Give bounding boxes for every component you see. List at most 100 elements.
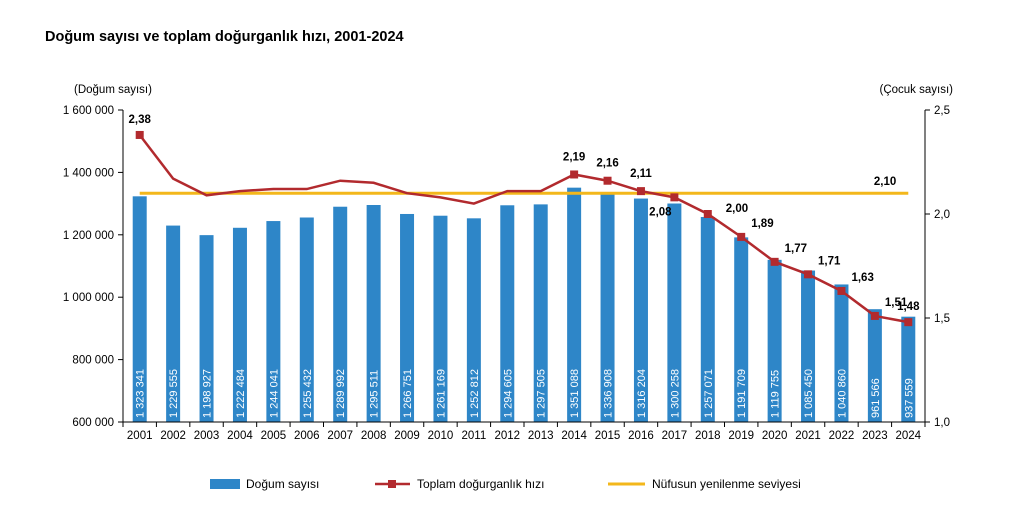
x-tick-label-2008: 2008 (361, 430, 387, 442)
x-tick-label-2019: 2019 (728, 430, 754, 442)
x-tick-label-2016: 2016 (628, 430, 654, 442)
bar-2009 (400, 213, 415, 422)
bar-label-2010: 1 261 169 (435, 369, 447, 418)
fertility-marker-2014 (570, 170, 579, 179)
bar-2020 (767, 259, 782, 422)
replacement-level-label: 2,10 (874, 176, 896, 188)
bar-label-2020: 1 119 755 (770, 370, 782, 418)
fertility-marker-2019 (737, 232, 746, 241)
bar-label-2017: 1 300 258 (669, 369, 681, 418)
bar-2022 (834, 284, 849, 422)
x-tick-label-2013: 2013 (528, 430, 554, 442)
bar-2019 (734, 237, 749, 422)
bar-label-2008: 1 295 511 (369, 370, 381, 418)
bar-2008 (366, 205, 381, 422)
bar-2011 (466, 218, 481, 422)
bar-2005 (266, 221, 281, 422)
x-tick-label-2018: 2018 (695, 430, 721, 442)
x-tick-label-2015: 2015 (595, 430, 621, 442)
bar-label-2003: 1 198 927 (202, 369, 214, 418)
x-tick-label-2014: 2014 (561, 430, 587, 442)
fertility-label-2021: 1,71 (818, 255, 841, 267)
axes-group: 600 000 800 000 1 000 000 1 200 000 1 400 00… (63, 105, 950, 442)
bar-label-2007: 1 289 992 (335, 369, 347, 418)
bar-label-2002: 1 229 555 (168, 369, 180, 418)
fertility-marker-2022 (837, 286, 846, 295)
bar-2015 (600, 192, 615, 422)
fertility-label-2001: 2,38 (129, 114, 152, 126)
x-tick-label-2002: 2002 (160, 430, 186, 442)
x-tick-label-2022: 2022 (829, 430, 855, 442)
left-tick-label: 600 000 (72, 417, 114, 429)
bar-2023 (867, 309, 882, 422)
bar-label-2024: 937 559 (903, 378, 915, 418)
bar-2013 (533, 204, 548, 422)
chart-title: Doğum sayısı ve toplam doğurganlık hızı,… (45, 29, 404, 45)
bar-2002 (166, 225, 181, 422)
bar-label-2004: 1 222 484 (235, 369, 247, 418)
bar-label-2022: 1 040 860 (836, 369, 848, 418)
bar-label-2013: 1 297 505 (536, 369, 548, 418)
bar-2016 (633, 198, 648, 422)
bar-label-2015: 1 336 908 (603, 369, 615, 418)
fertility-label-2016: 2,11 (630, 168, 652, 180)
bar-2014 (567, 187, 582, 422)
right-tick-label: 2,5 (934, 105, 950, 117)
bar-2007 (333, 206, 348, 422)
x-tick-label-2011: 2011 (462, 430, 487, 442)
fertility-marker-2018 (703, 210, 712, 218)
x-tick-label-2004: 2004 (227, 430, 253, 442)
bar-label-2005: 1 244 041 (268, 369, 280, 418)
legend-label-births: Doğum sayısı (246, 477, 319, 491)
fertility-marker-2024 (904, 318, 913, 327)
x-tick-label-2003: 2003 (194, 430, 220, 442)
bar-label-2016: 1 316 204 (636, 369, 648, 418)
x-tick-label-2007: 2007 (327, 430, 353, 442)
x-tick-label-2012: 2012 (494, 430, 520, 442)
bar-2021 (801, 270, 816, 422)
bar-label-2009: 1 266 751 (402, 369, 414, 418)
fertility-label-2017: 2,08 (649, 206, 672, 218)
bar-label-2018: 1 257 071 (703, 369, 715, 418)
legend-swatch-births (210, 479, 240, 489)
fertility-rate-group: 2,38 2,19 2,16 2,11 2,08 2,001,89 1,77 1,71 1,63… (129, 114, 920, 327)
fertility-marker-2020 (770, 257, 779, 266)
bar-label-2012: 1 294 605 (502, 369, 514, 418)
fertility-rate-line (138, 134, 909, 324)
fertility-marker-2021 (804, 270, 813, 279)
left-tick-label: 1 600 000 (63, 105, 114, 117)
right-tick-label: 2,0 (934, 209, 950, 221)
left-axis-title: (Doğum sayısı) (74, 84, 152, 96)
fertility-label-2020: 1,77 (785, 243, 807, 255)
bar-label-2011: 1 252 812 (469, 369, 481, 418)
left-tick-label: 1 200 000 (63, 230, 114, 242)
left-tick-label: 1 000 000 (63, 292, 114, 304)
fertility-label-2022: 1,63 (851, 272, 873, 284)
bar-2012 (500, 205, 515, 422)
legend-label-fertility: Toplam doğurganlık hızı (417, 477, 544, 491)
x-tick-label-2021: 2021 (795, 430, 821, 442)
x-tick-label-2006: 2006 (294, 430, 320, 442)
x-tick-label-2009: 2009 (394, 430, 420, 442)
bar-2024 (901, 316, 916, 422)
fertility-marker-2017 (670, 193, 679, 202)
fertility-label-2014: 2,19 (563, 151, 585, 163)
fertility-marker-2001 (135, 130, 144, 139)
bar-label-2001: 1 323 341 (135, 369, 147, 418)
x-tick-label-2005: 2005 (261, 430, 287, 442)
x-tick-label-2023: 2023 (862, 430, 888, 442)
fertility-label-2015: 2,16 (596, 158, 618, 170)
bar-2001 (132, 196, 147, 422)
bar-label-2006: 1 255 432 (302, 369, 314, 418)
bar-label-2023: 961 566 (870, 378, 882, 418)
x-tick-label-2001: 2001 (127, 430, 153, 442)
fertility-marker-2016 (636, 187, 645, 196)
fertility-label-2018: 2,00 (726, 203, 748, 215)
x-tick-label-2024: 2024 (895, 430, 921, 442)
fertility-marker-2023 (870, 311, 879, 320)
right-tick-label: 1,5 (934, 313, 950, 325)
bars-group: 1 323 341 1 229 555 1 198 927 1 222 484 1 24… (132, 187, 916, 422)
x-tick-label-2017: 2017 (662, 430, 688, 442)
bar-2017 (667, 203, 682, 422)
